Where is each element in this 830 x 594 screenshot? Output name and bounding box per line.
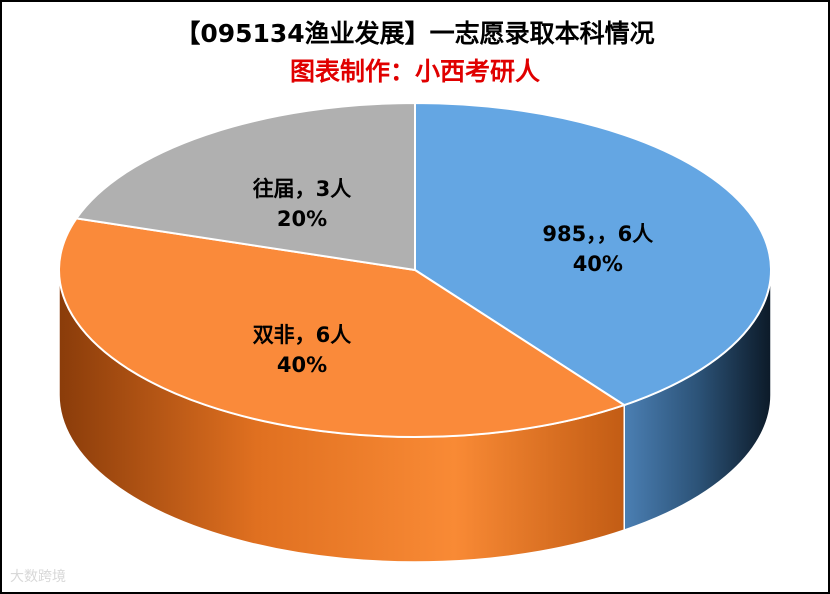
slice-label-2: 双非，6人 [253,323,352,347]
slice-percent-1: 40% [573,252,623,276]
watermark: 大数跨境 [10,569,66,585]
slice-label-3: 往届，3人 [253,177,352,201]
pie-slice-2 [58,217,627,438]
slice-percent-3: 20% [277,207,327,231]
chart-subtitle: 图表制作：小西考研人 [289,57,540,86]
pie-slice-1 [414,101,772,407]
pie-slice-3 [74,101,416,272]
slice-label-1: 985，，6人 [542,222,653,246]
slice-percent-2: 40% [277,353,327,377]
chart-title: 【095134渔业发展】一志愿录取本科情况 [175,19,655,48]
